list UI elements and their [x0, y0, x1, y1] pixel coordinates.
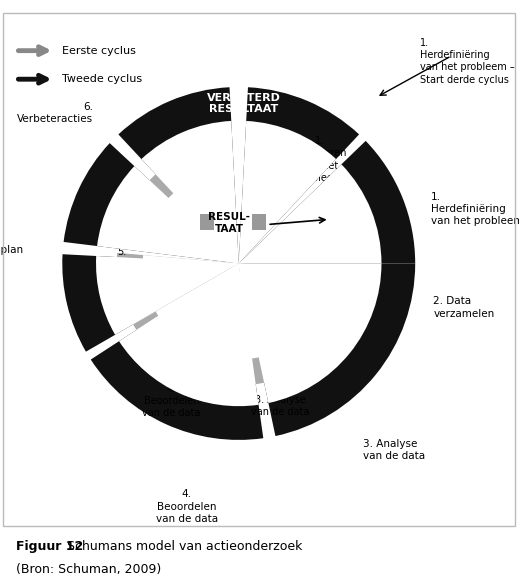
Wedge shape	[91, 263, 263, 440]
Wedge shape	[239, 87, 359, 263]
Text: 1.
Formuleren
van het
probleem: 1. Formuleren van het probleem	[292, 136, 347, 183]
Text: 1.
Herdefiniëring
van het probleem –
Start derde cyclus: 1. Herdefiniëring van het probleem – Sta…	[420, 38, 515, 85]
Wedge shape	[62, 254, 239, 352]
Wedge shape	[119, 216, 239, 263]
Wedge shape	[133, 149, 239, 263]
Wedge shape	[64, 143, 239, 263]
Text: 4.
Beoordelen
van de data: 4. Beoordelen van de data	[156, 489, 218, 524]
Text: 6.
Verbeteracties: 6. Verbeteracties	[17, 102, 93, 124]
Wedge shape	[144, 226, 239, 263]
Text: 2. Data
verzamelen: 2. Data verzamelen	[433, 296, 495, 319]
Wedge shape	[156, 173, 239, 263]
Wedge shape	[239, 263, 381, 403]
Text: 5. Actieplan: 5. Actieplan	[0, 245, 23, 255]
Wedge shape	[239, 263, 415, 436]
Wedge shape	[141, 121, 239, 263]
Wedge shape	[117, 253, 239, 315]
Wedge shape	[133, 263, 239, 385]
Text: 6.
Verbeteracties: 6. Verbeteracties	[151, 135, 223, 158]
Wedge shape	[239, 263, 360, 385]
Wedge shape	[96, 256, 239, 335]
Text: 3. Analyse
van de data: 3. Analyse van de data	[363, 439, 426, 461]
Wedge shape	[239, 142, 309, 263]
Text: Schumans model van actieonderzoek: Schumans model van actieonderzoek	[63, 540, 303, 552]
Text: 1.
Herdefiniëring
van het probleem: 1. Herdefiniëring van het probleem	[431, 192, 519, 227]
Text: (Bron: Schuman, 2009): (Bron: Schuman, 2009)	[16, 563, 161, 576]
Wedge shape	[239, 168, 294, 263]
Bar	[200, 214, 214, 230]
Text: RESUL-
TAAT: RESUL- TAAT	[209, 212, 250, 234]
Text: 4.
Beoordelen
van de data: 4. Beoordelen van de data	[142, 384, 200, 418]
Wedge shape	[119, 263, 258, 406]
Wedge shape	[239, 164, 381, 263]
Wedge shape	[97, 166, 239, 263]
Text: 3. Analyse
van de data: 3. Analyse van de data	[251, 395, 309, 418]
Text: 5.
Actieplan: 5. Actieplan	[99, 247, 145, 269]
Text: Tweede cyclus: Tweede cyclus	[62, 74, 142, 84]
Text: 2. Data
verzamelen: 2. Data verzamelen	[319, 265, 376, 288]
Wedge shape	[239, 141, 415, 263]
Text: Eerste cyclus: Eerste cyclus	[62, 46, 136, 55]
Text: VERBETERD
RESULTAAT: VERBETERD RESULTAAT	[207, 93, 281, 114]
Wedge shape	[239, 263, 334, 359]
Wedge shape	[118, 87, 239, 263]
Wedge shape	[239, 121, 336, 263]
Text: Figuur 12: Figuur 12	[16, 540, 83, 552]
Wedge shape	[156, 263, 239, 360]
Bar	[252, 214, 266, 230]
Wedge shape	[143, 255, 239, 304]
